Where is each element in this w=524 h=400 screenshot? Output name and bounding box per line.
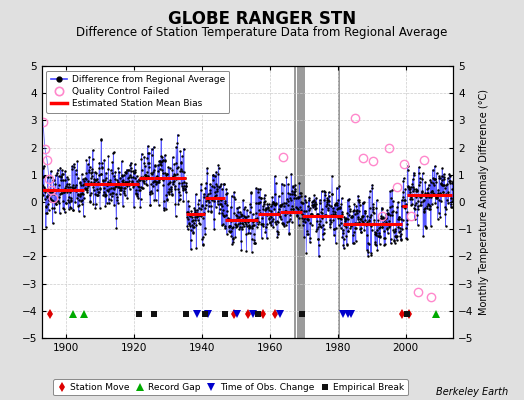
Legend: Station Move, Record Gap, Time of Obs. Change, Empirical Break: Station Move, Record Gap, Time of Obs. C…	[53, 379, 408, 396]
Text: Berkeley Earth: Berkeley Earth	[436, 387, 508, 397]
Legend: Difference from Regional Average, Quality Control Failed, Estimated Station Mean: Difference from Regional Average, Qualit…	[47, 70, 230, 113]
Text: GLOBE RANGER STN: GLOBE RANGER STN	[168, 10, 356, 28]
Y-axis label: Monthly Temperature Anomaly Difference (°C): Monthly Temperature Anomaly Difference (…	[479, 89, 489, 315]
Text: Difference of Station Temperature Data from Regional Average: Difference of Station Temperature Data f…	[77, 26, 447, 39]
